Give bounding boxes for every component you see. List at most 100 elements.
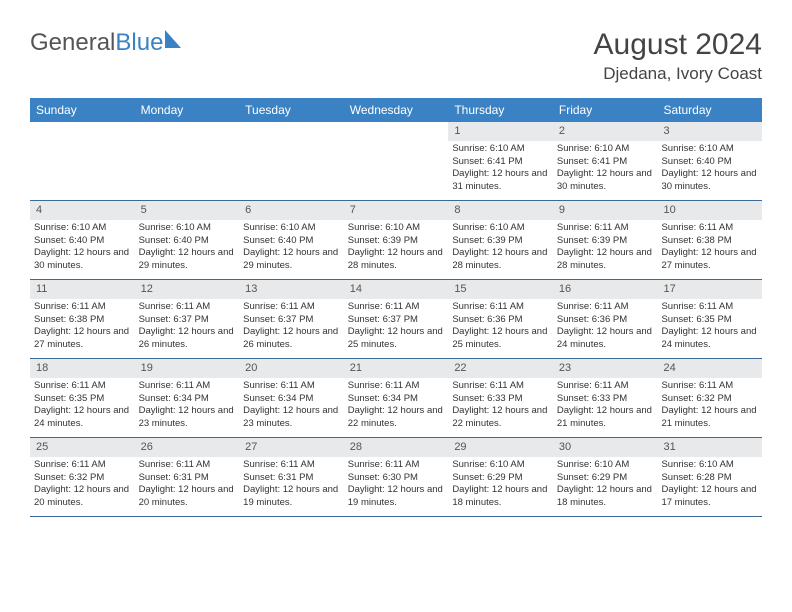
day-text: Daylight: 12 hours and 17 minutes. [661, 484, 758, 510]
day-number: 23 [553, 359, 658, 378]
title-block: August 2024 Djedana, Ivory Coast [594, 28, 762, 84]
day-number: 14 [344, 280, 449, 299]
calendar-cell: 11Sunrise: 6:11 AMSunset: 6:38 PMDayligh… [30, 280, 135, 358]
day-number: 21 [344, 359, 449, 378]
sunrise-text: Sunrise: 6:11 AM [557, 301, 654, 314]
day-text: Daylight: 12 hours and 21 minutes. [557, 405, 654, 431]
day-text: Daylight: 12 hours and 28 minutes. [452, 247, 549, 273]
sunset-text: Sunset: 6:34 PM [348, 393, 445, 406]
sunrise-text: Sunrise: 6:10 AM [452, 459, 549, 472]
day-number: 22 [448, 359, 553, 378]
day-number: 12 [135, 280, 240, 299]
day-number: 31 [657, 438, 762, 457]
weekday-label: Thursday [448, 98, 553, 122]
calendar-week: 1Sunrise: 6:10 AMSunset: 6:41 PMDaylight… [30, 122, 762, 201]
sunrise-text: Sunrise: 6:11 AM [557, 222, 654, 235]
calendar-cell: 21Sunrise: 6:11 AMSunset: 6:34 PMDayligh… [344, 359, 449, 437]
sunset-text: Sunset: 6:33 PM [452, 393, 549, 406]
day-number: 29 [448, 438, 553, 457]
calendar-cell: 7Sunrise: 6:10 AMSunset: 6:39 PMDaylight… [344, 201, 449, 279]
sunrise-text: Sunrise: 6:11 AM [661, 380, 758, 393]
calendar-week: 11Sunrise: 6:11 AMSunset: 6:38 PMDayligh… [30, 280, 762, 359]
weekday-label: Monday [135, 98, 240, 122]
day-number: 30 [553, 438, 658, 457]
sunrise-text: Sunrise: 6:10 AM [243, 222, 340, 235]
day-number: 20 [239, 359, 344, 378]
calendar-cell: 16Sunrise: 6:11 AMSunset: 6:36 PMDayligh… [553, 280, 658, 358]
sunrise-text: Sunrise: 6:11 AM [34, 380, 131, 393]
day-text: Daylight: 12 hours and 31 minutes. [452, 168, 549, 194]
calendar-cell: 1 Sunrise: 6:10 AMSunset: 6:41 PMDaylight… [448, 122, 553, 200]
sunset-text: Sunset: 6:36 PM [557, 314, 654, 327]
sunrise-text: Sunrise: 6:10 AM [452, 143, 549, 156]
logo: GeneralBlue [30, 28, 185, 57]
weekday-label: Saturday [657, 98, 762, 122]
calendar-cell: 27Sunrise: 6:11 AMSunset: 6:31 PMDayligh… [239, 438, 344, 516]
day-number: 24 [657, 359, 762, 378]
sunset-text: Sunset: 6:31 PM [139, 472, 236, 485]
sunset-text: Sunset: 6:32 PM [661, 393, 758, 406]
calendar-cell: 6Sunrise: 6:10 AMSunset: 6:40 PMDaylight… [239, 201, 344, 279]
day-number: 1 [448, 122, 553, 141]
day-text: Daylight: 12 hours and 24 minutes. [661, 326, 758, 352]
calendar-cell: 25Sunrise: 6:11 AMSunset: 6:32 PMDayligh… [30, 438, 135, 516]
sunset-text: Sunset: 6:41 PM [452, 156, 549, 169]
calendar-cell: 31Sunrise: 6:10 AMSunset: 6:28 PMDayligh… [657, 438, 762, 516]
sunset-text: Sunset: 6:37 PM [139, 314, 236, 327]
day-text: Daylight: 12 hours and 21 minutes. [661, 405, 758, 431]
sunset-text: Sunset: 6:40 PM [243, 235, 340, 248]
sunset-text: Sunset: 6:30 PM [348, 472, 445, 485]
calendar-cell [135, 122, 240, 200]
sunset-text: Sunset: 6:35 PM [34, 393, 131, 406]
day-number: 18 [30, 359, 135, 378]
weekday-label: Wednesday [344, 98, 449, 122]
sunset-text: Sunset: 6:38 PM [34, 314, 131, 327]
day-text: Daylight: 12 hours and 19 minutes. [348, 484, 445, 510]
sunrise-text: Sunrise: 6:11 AM [348, 459, 445, 472]
calendar-cell: 8Sunrise: 6:10 AMSunset: 6:39 PMDaylight… [448, 201, 553, 279]
calendar-cell: 22Sunrise: 6:11 AMSunset: 6:33 PMDayligh… [448, 359, 553, 437]
day-text: Daylight: 12 hours and 22 minutes. [452, 405, 549, 431]
calendar-cell: 13Sunrise: 6:11 AMSunset: 6:37 PMDayligh… [239, 280, 344, 358]
sunset-text: Sunset: 6:39 PM [557, 235, 654, 248]
logo-text-2: Blue [115, 29, 163, 57]
sunrise-text: Sunrise: 6:11 AM [243, 380, 340, 393]
day-text: Daylight: 12 hours and 27 minutes. [661, 247, 758, 273]
header: GeneralBlue August 2024 Djedana, Ivory C… [30, 28, 762, 84]
day-text: Daylight: 12 hours and 23 minutes. [243, 405, 340, 431]
day-number: 17 [657, 280, 762, 299]
sunrise-text: Sunrise: 6:11 AM [452, 301, 549, 314]
weekday-label: Tuesday [239, 98, 344, 122]
day-number: 8 [448, 201, 553, 220]
sunset-text: Sunset: 6:36 PM [452, 314, 549, 327]
sunset-text: Sunset: 6:29 PM [452, 472, 549, 485]
sunrise-text: Sunrise: 6:10 AM [34, 222, 131, 235]
day-number: 7 [344, 201, 449, 220]
sunset-text: Sunset: 6:37 PM [243, 314, 340, 327]
sunrise-text: Sunrise: 6:11 AM [661, 301, 758, 314]
sunset-text: Sunset: 6:35 PM [661, 314, 758, 327]
day-text: Daylight: 12 hours and 27 minutes. [34, 326, 131, 352]
sunset-text: Sunset: 6:38 PM [661, 235, 758, 248]
calendar-cell: 14Sunrise: 6:11 AMSunset: 6:37 PMDayligh… [344, 280, 449, 358]
day-text: Daylight: 12 hours and 20 minutes. [139, 484, 236, 510]
sunrise-text: Sunrise: 6:10 AM [557, 459, 654, 472]
sunrise-text: Sunrise: 6:10 AM [348, 222, 445, 235]
sunset-text: Sunset: 6:29 PM [557, 472, 654, 485]
sunset-text: Sunset: 6:39 PM [452, 235, 549, 248]
sunset-text: Sunset: 6:41 PM [557, 156, 654, 169]
day-text: Daylight: 12 hours and 29 minutes. [139, 247, 236, 273]
logo-text-1: General [30, 29, 115, 57]
sunset-text: Sunset: 6:32 PM [34, 472, 131, 485]
day-number: 5 [135, 201, 240, 220]
calendar-page: GeneralBlue August 2024 Djedana, Ivory C… [0, 0, 792, 537]
calendar-week: 4Sunrise: 6:10 AMSunset: 6:40 PMDaylight… [30, 201, 762, 280]
sunset-text: Sunset: 6:37 PM [348, 314, 445, 327]
sunset-text: Sunset: 6:39 PM [348, 235, 445, 248]
calendar-cell [344, 122, 449, 200]
calendar-cell: 4Sunrise: 6:10 AMSunset: 6:40 PMDaylight… [30, 201, 135, 279]
day-text: Daylight: 12 hours and 29 minutes. [243, 247, 340, 273]
day-number: 9 [553, 201, 658, 220]
calendar-cell: 10Sunrise: 6:11 AMSunset: 6:38 PMDayligh… [657, 201, 762, 279]
calendar-cell [239, 122, 344, 200]
